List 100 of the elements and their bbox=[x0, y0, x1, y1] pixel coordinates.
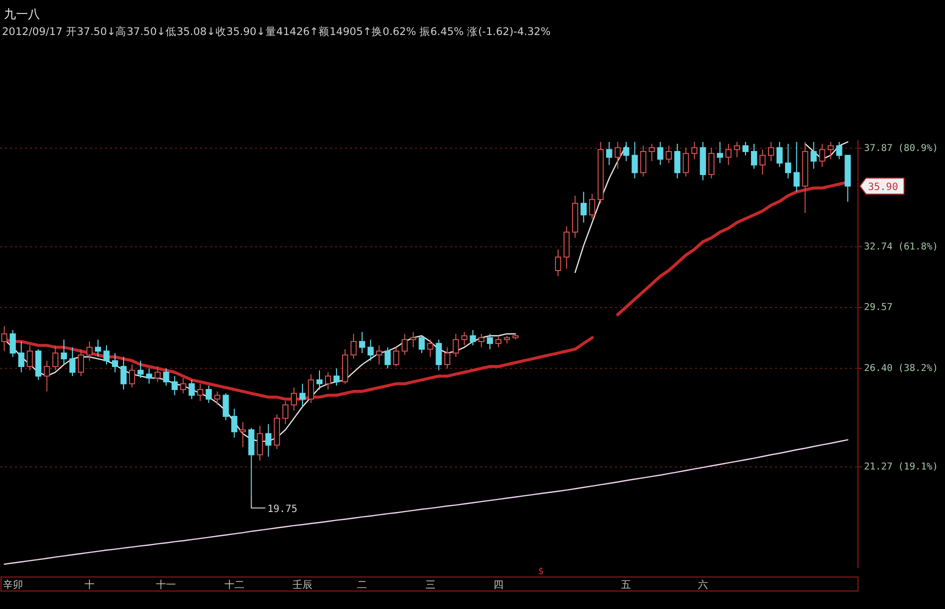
candlestick bbox=[768, 141, 774, 162]
candlestick bbox=[486, 333, 493, 350]
candlestick bbox=[691, 141, 698, 160]
candlestick bbox=[623, 141, 630, 162]
candlestick bbox=[214, 390, 220, 406]
y-tick-label: 37.87 bbox=[864, 142, 893, 154]
candlestick bbox=[555, 248, 562, 277]
candlestick bbox=[836, 141, 842, 160]
candlestick bbox=[810, 141, 817, 170]
candlestick bbox=[333, 368, 340, 386]
x-tick-label: 十一 bbox=[156, 579, 176, 591]
candlestick bbox=[589, 193, 596, 220]
candlestick bbox=[222, 392, 229, 421]
x-tick-label: 二 bbox=[357, 580, 368, 591]
y2-tick-label: (61.8%) bbox=[898, 241, 938, 252]
candlestick bbox=[10, 330, 16, 358]
candlestick bbox=[44, 360, 50, 392]
candlestick bbox=[94, 339, 102, 358]
line-series bbox=[4, 439, 848, 565]
candlestick bbox=[402, 333, 408, 356]
candlestick bbox=[384, 346, 391, 369]
candlestick bbox=[299, 383, 306, 408]
y-tick-label: 26.40 bbox=[864, 362, 893, 374]
candlestick bbox=[470, 330, 476, 346]
candlestick bbox=[180, 377, 186, 394]
candlestick bbox=[308, 374, 314, 404]
candlestick bbox=[359, 331, 366, 354]
x-tick-label: 辛卯 bbox=[2, 579, 23, 591]
candlestick bbox=[640, 145, 646, 177]
candlestick bbox=[410, 331, 416, 348]
candlestick bbox=[240, 422, 246, 448]
candlestick bbox=[188, 379, 195, 400]
candlestick bbox=[197, 383, 204, 402]
candlestick bbox=[725, 143, 732, 166]
candlestick bbox=[129, 364, 136, 388]
candlestick bbox=[231, 408, 238, 438]
candlestick bbox=[316, 370, 323, 390]
candlestick bbox=[461, 331, 468, 346]
y2-tick-label: (38.2%) bbox=[898, 362, 938, 374]
y-tick-label: 32.74 bbox=[864, 241, 893, 252]
candlestick bbox=[648, 143, 655, 162]
candlestick bbox=[26, 344, 33, 371]
candlestick bbox=[18, 341, 24, 373]
candlestick bbox=[146, 368, 152, 384]
candlestick bbox=[265, 424, 272, 458]
candlestick bbox=[819, 143, 826, 168]
candlestick bbox=[716, 141, 723, 164]
annotation: 19.75 bbox=[267, 504, 298, 516]
candlestick bbox=[163, 368, 170, 386]
candlestick bbox=[674, 143, 680, 179]
candlestick bbox=[290, 387, 297, 412]
y-tick-label: 29.57 bbox=[864, 302, 893, 314]
candlestick bbox=[666, 145, 672, 164]
candlestick bbox=[60, 339, 67, 366]
candlestick bbox=[734, 141, 740, 158]
candlestick bbox=[750, 143, 758, 170]
candlestick bbox=[785, 143, 792, 179]
x-tick-label: 四 bbox=[493, 580, 504, 591]
candlestick bbox=[69, 346, 76, 377]
candlestick bbox=[282, 400, 288, 425]
candlestick bbox=[632, 141, 638, 179]
x-tick-label: 十 bbox=[84, 579, 94, 591]
candlestick bbox=[614, 141, 621, 170]
candlestick bbox=[138, 360, 144, 378]
x-tick-label: 五 bbox=[621, 580, 632, 591]
candlestick bbox=[120, 356, 127, 390]
candlestick bbox=[452, 333, 459, 358]
y2-tick-label: (80.9%) bbox=[898, 142, 938, 154]
candlestick bbox=[256, 425, 263, 462]
candlestick bbox=[368, 339, 374, 362]
annotation: $ bbox=[538, 567, 544, 577]
candlestick bbox=[350, 333, 357, 360]
x-tick-label: 六 bbox=[698, 579, 708, 591]
candlestick bbox=[52, 344, 58, 371]
candlestick bbox=[112, 352, 118, 373]
candlestick bbox=[427, 339, 434, 358]
candlestick bbox=[708, 147, 714, 179]
candlestick bbox=[154, 366, 161, 382]
candlestick bbox=[206, 385, 212, 404]
candlestick bbox=[103, 344, 110, 366]
candlestick bbox=[657, 141, 664, 166]
candlestick bbox=[759, 149, 766, 176]
candlestick bbox=[436, 339, 442, 371]
y-tick-label: 21.27 bbox=[864, 461, 893, 472]
x-tick-label: 壬辰 bbox=[292, 579, 312, 591]
candlestick bbox=[1, 326, 8, 352]
candlestick bbox=[682, 147, 689, 177]
chart-subtitle: 2012/09/17 开37.50↓高37.50↓低35.08↓收35.90↓量41426↑额14905↑换0.62% 振6.45% 涨(-1.62)-4.32% bbox=[2, 25, 551, 38]
y2-tick-label: (19.1%) bbox=[898, 461, 938, 472]
candlestick bbox=[580, 191, 587, 224]
candlestick bbox=[172, 376, 178, 396]
candlestick bbox=[828, 141, 834, 160]
x-tick-label: 十二 bbox=[224, 579, 244, 591]
candlestick bbox=[393, 346, 400, 367]
text: 35.90 bbox=[868, 182, 898, 194]
chart-title: 九一八 bbox=[4, 7, 40, 21]
candlestick bbox=[444, 346, 450, 369]
candlestick bbox=[794, 141, 800, 192]
candlestick bbox=[418, 335, 425, 354]
candlestick bbox=[86, 341, 93, 362]
